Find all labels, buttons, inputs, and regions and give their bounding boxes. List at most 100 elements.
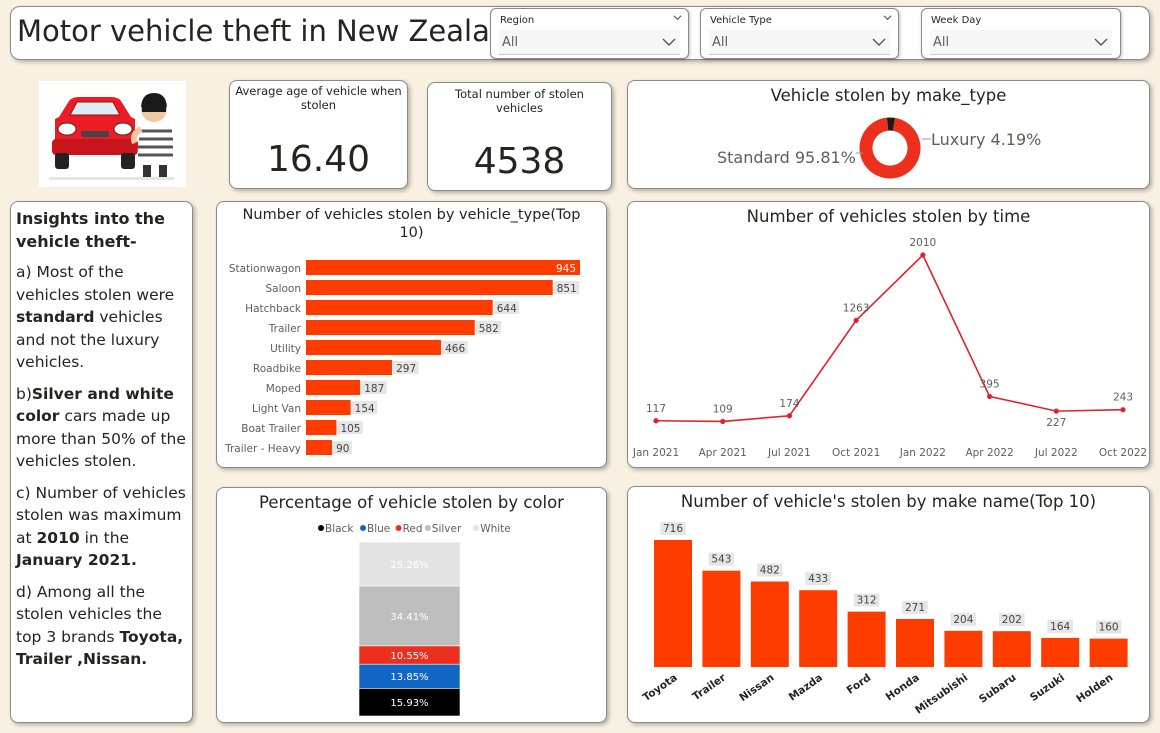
vehicle-type-value-bg (442, 341, 468, 354)
vehicle-type-bar-hatchback[interactable] (306, 300, 493, 315)
avg-age-kpi-card: Average age of vehicle when stolen 16.40 (229, 80, 408, 189)
make-bar-suzuki[interactable] (1041, 637, 1080, 667)
make-label-holden: Holden (1074, 672, 1115, 706)
vehicle-type-slicer[interactable]: Vehicle Type All (700, 8, 899, 59)
standard-slice-label: Standard 95.81% (717, 148, 856, 167)
make-bar-toyota[interactable] (654, 540, 692, 667)
make-bar-nissan[interactable] (750, 581, 789, 667)
vehicle-type-dropdown[interactable]: All (709, 30, 890, 55)
vehicle-type-bar-chart: Stationwagon 945 Saloon 851 Hatchback 644 Trai… (224, 260, 580, 455)
make-value-bg (805, 572, 831, 586)
region-slicer-label: Region (500, 15, 535, 26)
make-bar-mazda[interactable] (799, 590, 838, 667)
vehicle-type-value-light-van: 154 (355, 403, 375, 415)
total-stolen-kpi-card: Total number of stolen vehicles 4538 (427, 82, 612, 191)
time-point-3[interactable] (853, 317, 859, 324)
insights-heading: Insights into the vehicle theft- (16, 209, 165, 251)
make-bar-subaru[interactable] (992, 631, 1031, 667)
legend-label-blue[interactable]: Blue (367, 523, 390, 535)
legend-marker-silver (424, 525, 431, 531)
vehicle-type-value-roadbike: 297 (396, 363, 416, 375)
make-bar-ford[interactable] (847, 611, 886, 667)
color-segment-silver[interactable] (358, 585, 461, 647)
time-point-label-0: 117 (646, 403, 666, 415)
chevron-down-icon[interactable] (662, 35, 676, 49)
time-point-2[interactable] (786, 413, 793, 419)
vehicle-type-value-bg (333, 441, 353, 454)
make-value-subaru: 202 (1002, 614, 1022, 626)
legend-marker-white (473, 525, 480, 531)
luxury-slice-label: Luxury 4.19% (931, 130, 1041, 149)
color-segment-white[interactable] (358, 541, 461, 587)
region-dropdown[interactable]: All (499, 30, 680, 55)
vehicle-type-value-bg (393, 361, 419, 374)
vehicle-type-bar-utility[interactable] (306, 340, 442, 355)
vehicle-type-label-light-van: Light Van (252, 403, 301, 415)
make-label-subaru: Subaru (977, 672, 1019, 706)
legend-label-red[interactable]: Red (403, 523, 423, 535)
time-point-5[interactable] (986, 393, 993, 400)
vehicle-type-value-bg (337, 421, 363, 434)
make-bar-mitsubishi[interactable] (944, 630, 983, 667)
time-point-4[interactable] (920, 252, 926, 258)
chevron-down-icon[interactable] (883, 13, 892, 22)
make-value-honda: 271 (905, 602, 925, 614)
vehicle-type-bar-boat-trailer[interactable] (306, 420, 337, 435)
vehicle-type-value: All (712, 35, 729, 50)
vehicle-type-label-boat-trailer: Boat Trailer (241, 423, 301, 435)
legend-label-silver[interactable]: Silver (432, 523, 462, 535)
vehicle-type-bar-stationwagon[interactable] (306, 260, 580, 275)
color-segment-black[interactable] (358, 687, 461, 717)
vehicle-type-value-utility: 466 (445, 343, 465, 355)
make-value-bg (1047, 619, 1073, 633)
make-value-mazda: 433 (808, 573, 828, 585)
car-thief-illustration (39, 81, 186, 187)
make-type-chart-title: Vehicle stolen by make_type (770, 86, 1007, 105)
avg-age-kpi-label: Average age of vehicle when stolen (235, 84, 402, 112)
color-segment-blue[interactable] (358, 663, 461, 689)
chevron-down-icon[interactable] (872, 35, 886, 49)
time-point-label-1: 109 (713, 403, 733, 415)
vehicle-type-chart-card: Number of vehicles stolen by vehicle_typ… (216, 201, 607, 468)
time-point-6[interactable] (1053, 408, 1059, 414)
make-bar-trailer[interactable] (702, 570, 741, 667)
legend-label-black[interactable]: Black (325, 523, 354, 535)
make-value-ford: 312 (857, 595, 877, 607)
time-point-0[interactable] (653, 418, 659, 424)
vehicle-type-bar-saloon[interactable] (306, 280, 553, 295)
time-point-7[interactable] (1120, 407, 1126, 413)
vehicle-type-bar-trailer-heavy[interactable] (306, 440, 333, 455)
legend-marker-black (318, 525, 324, 531)
region-value: All (502, 35, 519, 50)
vehicle-type-value-bg (493, 301, 520, 314)
make-value-toyota: 716 (663, 523, 683, 535)
vehicle-type-bar-light-van[interactable] (306, 400, 351, 415)
make-label-mitsubishi: Mitsubishi (913, 672, 970, 717)
donut-slice-standard[interactable] (859, 117, 921, 179)
time-point-1[interactable] (720, 418, 726, 425)
make-bar-honda[interactable] (896, 618, 934, 667)
color-segment-label-black: 15.93% (390, 698, 428, 709)
make-bar-holden[interactable] (1089, 638, 1128, 667)
time-tick-jul-2021: Jul 2021 (767, 447, 811, 459)
make-value-bg (660, 522, 686, 535)
week-day-slicer[interactable]: Week Day All (921, 8, 1121, 59)
time-tick-apr-2021: Apr 2021 (699, 447, 747, 459)
make-label-toyota: Toyota (641, 672, 680, 704)
vehicle-type-bar-roadbike[interactable] (306, 360, 393, 375)
chevron-down-icon[interactable] (673, 13, 682, 22)
vehicle-type-label-stationwagon: Stationwagon (229, 263, 301, 275)
week-day-dropdown[interactable]: All (930, 30, 1112, 55)
chevron-down-icon[interactable] (1094, 35, 1108, 49)
vehicle-type-bar-trailer[interactable] (306, 320, 475, 335)
week-day-slicer-label: Week Day (931, 15, 982, 26)
region-slicer[interactable]: Region All (490, 8, 689, 59)
make-name-bar-chart: 716 Toyota 543 Trailer 482 Nissan 433 Mazda 312 F… (641, 522, 1128, 717)
time-tick-apr-2022: Apr 2022 (965, 447, 1013, 459)
make-label-ford: Ford (845, 672, 874, 697)
vehicle-type-bar-moped[interactable] (306, 380, 361, 395)
vehicle-type-chart-title: Number of vehicles stolen by vehicle_typ… (242, 207, 581, 241)
make-value-bg (757, 563, 783, 577)
vehicle-type-value-bg (351, 401, 378, 414)
legend-label-white[interactable]: White (480, 523, 511, 535)
